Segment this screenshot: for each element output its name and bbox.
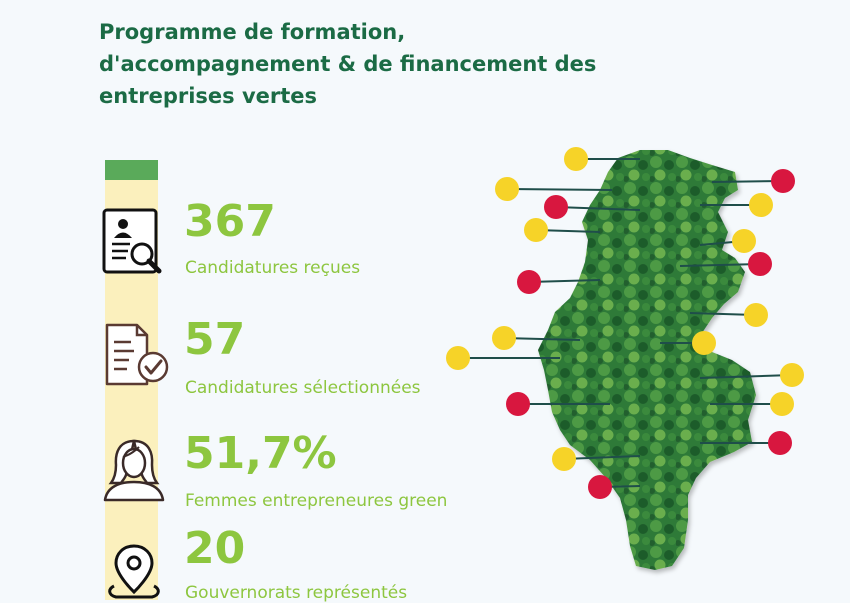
marker-red [768,431,792,455]
title-line-3: entreprises vertes [99,84,318,108]
stat-label-femmes-entrepreneures: Femmes entrepreneures green [185,491,448,511]
marker-yellow [749,193,773,217]
stat-label-candidatures-selectionnees: Candidatures sélectionnées [185,378,421,398]
marker-yellow [692,331,716,355]
marker-yellow [495,177,519,201]
marker-yellow [770,392,794,416]
stat-value-candidatures-recues: 367 [184,196,276,247]
woman-icon [101,437,167,503]
marker-yellow [564,147,588,171]
marker-red [506,392,530,416]
stat-label-gouvernorats: Gouvernorats représentés [185,583,408,603]
marker-yellow [552,447,576,471]
candidate-profile-search-icon [101,207,165,277]
page-title: Programme de formation, d'accompagnement… [99,16,596,112]
tunisia-shape [538,150,756,570]
title-line-2: d'accompagnement & de financement des [99,52,597,76]
document-check-icon [101,322,173,388]
marker-red [544,195,568,219]
marker-yellow [446,346,470,370]
marker-red [771,169,795,193]
marker-red [588,475,612,499]
location-pin-icon [104,540,164,600]
marker-red [517,270,541,294]
timeline-track-cap [105,160,158,180]
marker-yellow [524,218,548,242]
stat-value-candidatures-selectionnees: 57 [184,314,246,365]
marker-yellow [732,229,756,253]
title-line-1: Programme de formation, [99,20,406,44]
marker-yellow [492,326,516,350]
marker-red [748,252,772,276]
stat-value-gouvernorats: 20 [184,523,246,574]
stat-value-femmes-entrepreneures: 51,7% [184,428,337,479]
marker-yellow [744,303,768,327]
marker-yellow [780,363,804,387]
stat-label-candidatures-recues: Candidatures reçues [185,258,361,278]
